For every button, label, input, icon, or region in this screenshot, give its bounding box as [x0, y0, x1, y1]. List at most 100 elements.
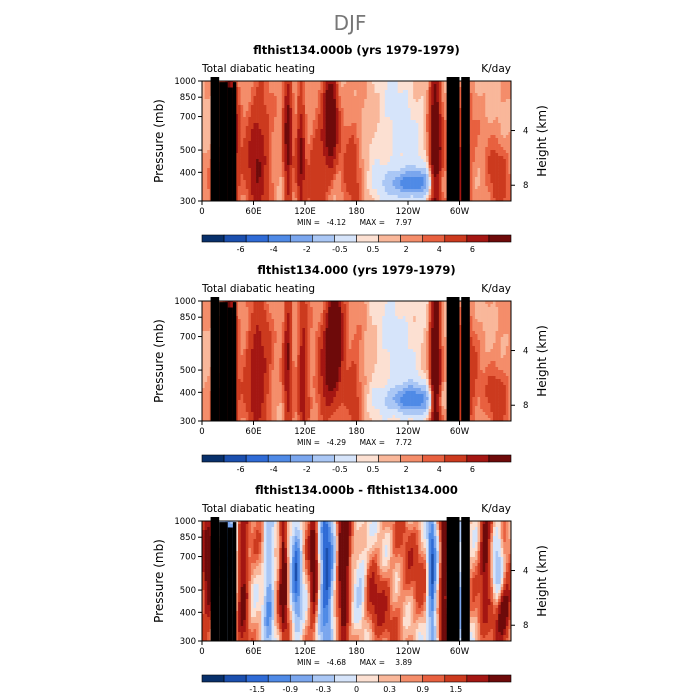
heatmap-cell	[492, 138, 496, 142]
heatmap-cell	[335, 105, 339, 109]
heatmap-cell	[495, 126, 499, 130]
heatmap-cell	[335, 165, 339, 169]
heatmap-cell	[413, 99, 417, 103]
heatmap-cell	[297, 159, 301, 163]
heatmap-cell	[418, 177, 422, 181]
heatmap-cell	[366, 171, 370, 175]
heatmap-cell	[487, 81, 491, 85]
heatmap-cell	[508, 165, 512, 169]
heatmap-cell	[503, 177, 507, 181]
heatmap-cell	[364, 144, 368, 148]
heatmap-cell	[436, 159, 440, 163]
heatmap-cell	[328, 162, 332, 166]
heatmap-cell	[482, 93, 486, 97]
heatmap-cell	[413, 141, 417, 145]
heatmap-cell	[279, 301, 283, 305]
heatmap-cell	[356, 111, 360, 115]
heatmap-cell	[384, 198, 388, 202]
heatmap-cell	[351, 90, 355, 94]
heatmap-cell	[359, 186, 362, 190]
heatmap-cell	[503, 165, 507, 169]
heatmap-cell	[346, 177, 350, 181]
heatmap-cell	[438, 183, 442, 187]
heatmap-cell	[361, 90, 365, 94]
heatmap-cell	[338, 141, 342, 145]
heatmap-cell	[266, 87, 270, 91]
heatmap-cell	[408, 126, 411, 130]
heatmap-cell	[426, 198, 429, 202]
heatmap-cell	[410, 177, 414, 181]
heatmap-cell	[253, 156, 257, 160]
heatmap-cell	[420, 87, 424, 91]
heatmap-cell	[392, 165, 396, 169]
heatmap-cell	[276, 141, 280, 145]
heatmap-cell	[508, 87, 512, 91]
heatmap-cell	[325, 147, 329, 151]
heatmap-cell	[495, 174, 499, 178]
heatmap-cell	[379, 132, 383, 136]
heatmap-cell	[202, 93, 205, 97]
heatmap-cell	[477, 153, 481, 157]
heatmap-cell	[500, 135, 504, 139]
heatmap-cell	[480, 138, 483, 142]
heatmap-cell	[498, 171, 502, 175]
heatmap-cell	[508, 192, 512, 196]
heatmap-cell	[395, 105, 399, 109]
heatmap-cell	[400, 183, 404, 187]
heatmap-cell	[302, 126, 306, 130]
heatmap-cell	[302, 81, 306, 85]
heatmap-cell	[307, 165, 311, 169]
heatmap-cell	[274, 153, 277, 157]
colorbar-box	[267, 234, 291, 243]
heatmap-cell	[438, 102, 442, 106]
panel-title: flthist134.000b (yrs 1979-1979)	[253, 43, 459, 57]
heatmap-cell	[315, 192, 319, 196]
heatmap-cell	[263, 147, 267, 151]
heatmap-cell	[444, 301, 447, 305]
heatmap-cell	[410, 174, 414, 178]
heatmap-cell	[364, 162, 368, 166]
heatmap-cell	[323, 123, 326, 127]
heatmap-cell	[276, 156, 280, 160]
heatmap-cell	[369, 108, 373, 112]
heatmap-cell	[310, 159, 314, 163]
heatmap-cell	[441, 132, 445, 136]
heatmap-cell	[328, 132, 332, 136]
heatmap-cell	[505, 126, 509, 130]
heatmap-cell	[330, 150, 334, 154]
heatmap-cell	[346, 159, 350, 163]
heatmap-cell	[361, 141, 365, 145]
heatmap-cell	[490, 93, 494, 97]
heatmap-cell	[441, 162, 445, 166]
heatmap-cell	[207, 102, 211, 106]
heatmap-cell	[492, 96, 496, 100]
heatmap-cell	[359, 165, 362, 169]
heatmap-cell	[426, 108, 429, 112]
heatmap-cell	[204, 198, 208, 202]
heatmap-cell	[503, 132, 507, 136]
heatmap-cell	[387, 150, 391, 154]
heatmap-cell	[361, 165, 365, 169]
heatmap-cell	[382, 120, 386, 124]
heatmap-cell	[341, 150, 344, 154]
heatmap-cell	[500, 87, 504, 91]
heatmap-cell	[482, 138, 486, 142]
heatmap-cell	[292, 144, 296, 148]
heatmap-cell	[400, 135, 404, 139]
heatmap-cell	[426, 132, 429, 136]
heatmap-cell	[256, 165, 259, 169]
heatmap-cell	[256, 84, 259, 88]
heatmap-cell	[389, 147, 393, 151]
heatmap-cell	[256, 117, 259, 121]
heatmap-cell	[410, 153, 414, 157]
heatmap-cell	[294, 183, 298, 187]
heatmap-cell	[503, 180, 507, 184]
heatmap-cell	[248, 153, 252, 157]
heatmap-cell	[323, 192, 326, 196]
heatmap-cell	[341, 99, 344, 103]
heatmap-cell	[333, 117, 337, 121]
heatmap-cell	[330, 135, 334, 139]
heatmap-cell	[207, 165, 211, 169]
heatmap-cell	[423, 111, 427, 115]
heatmap-cell	[320, 171, 324, 175]
